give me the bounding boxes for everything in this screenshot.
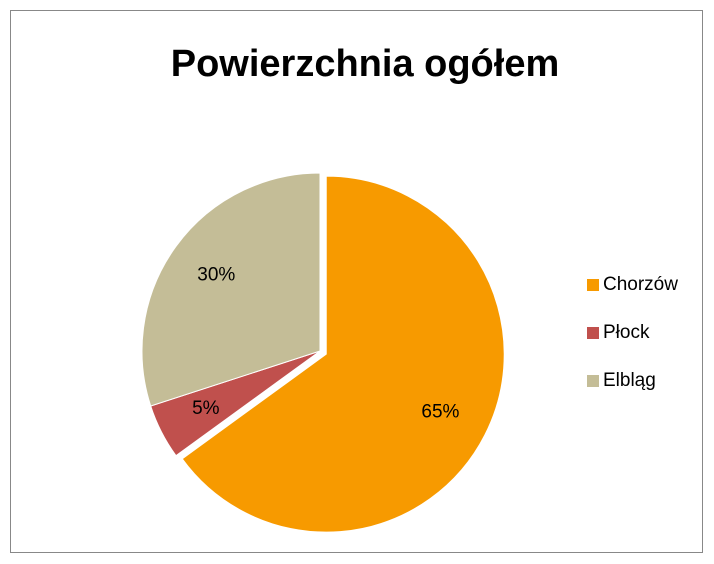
legend-label: Chorzów <box>603 274 678 295</box>
legend-label: Płock <box>603 322 650 343</box>
legend-swatch <box>587 327 599 339</box>
chart-title: Powierzchnia ogółem <box>171 43 560 85</box>
pie-slice <box>181 175 505 533</box>
data-label: 5% <box>192 398 220 419</box>
legend-label: Elbląg <box>603 370 656 391</box>
legend-swatch <box>587 375 599 387</box>
pie-slice <box>141 172 321 407</box>
data-label: 30% <box>197 265 235 286</box>
legend-swatch <box>587 279 599 291</box>
data-label: 65% <box>421 401 459 422</box>
